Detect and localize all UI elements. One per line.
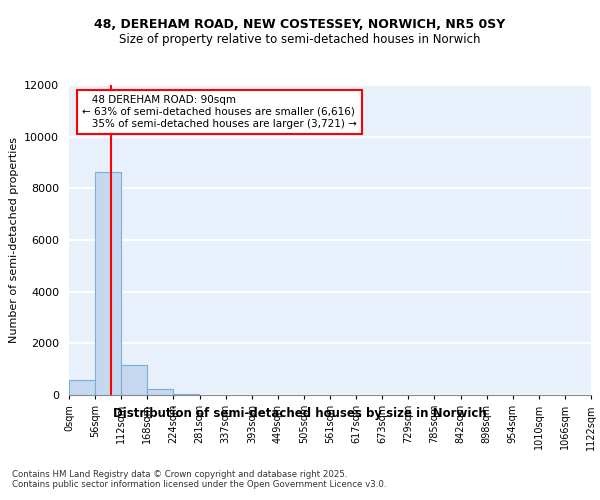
Y-axis label: Number of semi-detached properties: Number of semi-detached properties — [8, 137, 19, 343]
Bar — [95, 172, 121, 395]
Text: 48, DEREHAM ROAD, NEW COSTESSEY, NORWICH, NR5 0SY: 48, DEREHAM ROAD, NEW COSTESSEY, NORWICH… — [94, 18, 506, 30]
Text: Contains HM Land Registry data © Crown copyright and database right 2025.
Contai: Contains HM Land Registry data © Crown c… — [12, 470, 386, 490]
Text: 48 DEREHAM ROAD: 90sqm
← 63% of semi-detached houses are smaller (6,616)
   35% : 48 DEREHAM ROAD: 90sqm ← 63% of semi-det… — [82, 96, 357, 128]
Bar — [121, 366, 147, 395]
Bar — [173, 394, 199, 395]
Bar — [147, 390, 173, 395]
Text: Size of property relative to semi-detached houses in Norwich: Size of property relative to semi-detach… — [119, 32, 481, 46]
Text: Distribution of semi-detached houses by size in Norwich: Distribution of semi-detached houses by … — [113, 408, 487, 420]
Bar — [69, 380, 95, 395]
